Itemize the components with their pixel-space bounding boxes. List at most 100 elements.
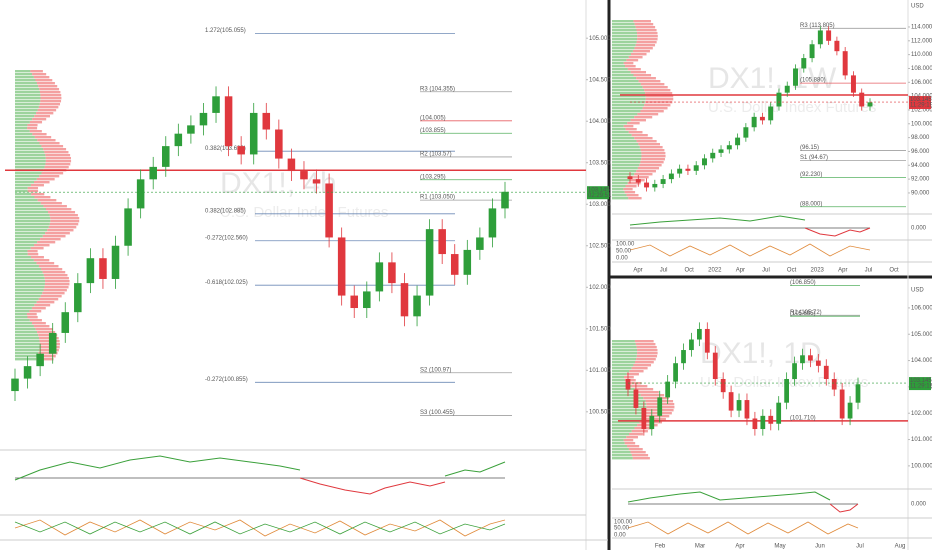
candle-body [665, 381, 671, 398]
indicator-line [829, 503, 859, 513]
volume-profile-row [45, 163, 71, 166]
volume-profile-row [45, 232, 70, 235]
volume-profile-row [50, 220, 80, 223]
watermark-subtitle: U.S. Dollar Index Futures [220, 204, 388, 221]
volume-profile-row [44, 166, 69, 169]
annotation-label: R1 (105.72) [790, 310, 822, 316]
volume-profile-row [612, 44, 636, 47]
candle-body [413, 295, 421, 317]
candle-body [839, 389, 845, 419]
candle-body [325, 183, 333, 238]
y-tick-label: 105.000 [911, 332, 932, 338]
volume-profile-row [623, 439, 634, 442]
volume-profile-row [27, 250, 38, 253]
y-tick-label: 96.000 [911, 149, 930, 155]
volume-profile-row [15, 280, 46, 283]
volume-profile-row [15, 307, 32, 310]
volume-profile-row [627, 122, 640, 125]
volume-profile-row [39, 175, 60, 178]
volume-profile-row [29, 130, 42, 133]
volume-profile-row [640, 83, 665, 86]
volume-profile-row [635, 343, 656, 346]
volume-profile-row [43, 205, 67, 208]
volume-profile-row [15, 238, 41, 241]
volume-profile-row [33, 181, 50, 184]
volume-profile-row [612, 149, 641, 152]
volume-profile-row [634, 137, 653, 140]
volume-profile-row [612, 421, 640, 424]
volume-profile-row [15, 136, 35, 139]
volume-profile-row [35, 79, 53, 82]
volume-profile-row [634, 340, 654, 343]
candle-body [450, 254, 459, 275]
volume-profile-row [15, 244, 34, 247]
candle-body [660, 179, 666, 184]
volume-profile-row [612, 161, 641, 164]
volume-profile-row [612, 182, 628, 185]
volume-profile-row [612, 122, 628, 125]
candle-body [743, 127, 749, 138]
volume-profile-row [15, 130, 30, 133]
y-tick-label: 104.500 [589, 77, 611, 83]
volume-profile-row [612, 107, 643, 110]
oscillator-line [629, 243, 871, 257]
volume-profile-row [30, 247, 44, 250]
candle-body [74, 283, 82, 313]
indicator-axis-label: 0.000 [911, 226, 927, 232]
volume-profile-row [15, 343, 40, 346]
candle-body [136, 179, 145, 209]
volume-profile-row [45, 280, 70, 283]
volume-profile-row [15, 172, 42, 175]
candle-body [249, 112, 258, 155]
candle-body [48, 332, 57, 354]
volume-profile-row [612, 83, 641, 86]
volume-profile-row [15, 226, 49, 229]
volume-profile-row [637, 352, 658, 355]
volume-profile-row [40, 238, 61, 241]
candle-body [625, 378, 631, 390]
volume-profile-row [15, 97, 41, 100]
volume-profile-row [42, 235, 66, 238]
volume-profile-row [26, 313, 37, 316]
x-tick-label: 2023 [811, 268, 825, 274]
volume-profile-row [15, 259, 34, 262]
volume-profile-row [15, 76, 34, 79]
volume-profile-row [630, 451, 646, 454]
volume-profile-row [636, 77, 656, 80]
volume-profile-row [612, 424, 638, 427]
candle-body [710, 152, 716, 159]
volume-profile-row [612, 188, 624, 191]
volume-profile-row [49, 223, 79, 226]
y-tick-label: 102.000 [911, 108, 932, 114]
volume-profile-row [645, 95, 674, 98]
volume-profile-row [34, 136, 52, 139]
y-tick-label: 98.000 [911, 135, 930, 141]
volume-profile-row [628, 56, 643, 59]
volume-profile-row [36, 178, 55, 181]
y-tick-label: 110.000 [911, 52, 932, 58]
volume-profile-row [612, 77, 637, 80]
annotation-label: -0.272(102.560) [205, 235, 248, 241]
volume-profile-row [15, 121, 30, 124]
x-tick-label: Jul [856, 544, 864, 550]
volume-profile-row [612, 451, 631, 454]
volume-profile-row [37, 109, 57, 112]
candle-body [677, 168, 683, 174]
volume-profile-row [644, 89, 671, 92]
candle-body [776, 402, 782, 424]
volume-profile-row [612, 137, 635, 140]
volume-profile-row [631, 385, 648, 388]
volume-profile-row [612, 35, 638, 38]
volume-profile-row [626, 436, 638, 439]
candle-body [793, 68, 798, 86]
candle-body [823, 365, 829, 379]
volume-profile-row [33, 259, 50, 262]
volume-profile-row [612, 170, 637, 173]
y-tick-label: 106.000 [911, 80, 932, 86]
volume-profile-row [37, 355, 56, 358]
annotation-label: (106.850) [790, 280, 816, 286]
volume-profile-row [39, 91, 61, 94]
candle-body [702, 158, 707, 166]
candle-body [86, 258, 95, 284]
volume-profile-row [612, 391, 638, 394]
